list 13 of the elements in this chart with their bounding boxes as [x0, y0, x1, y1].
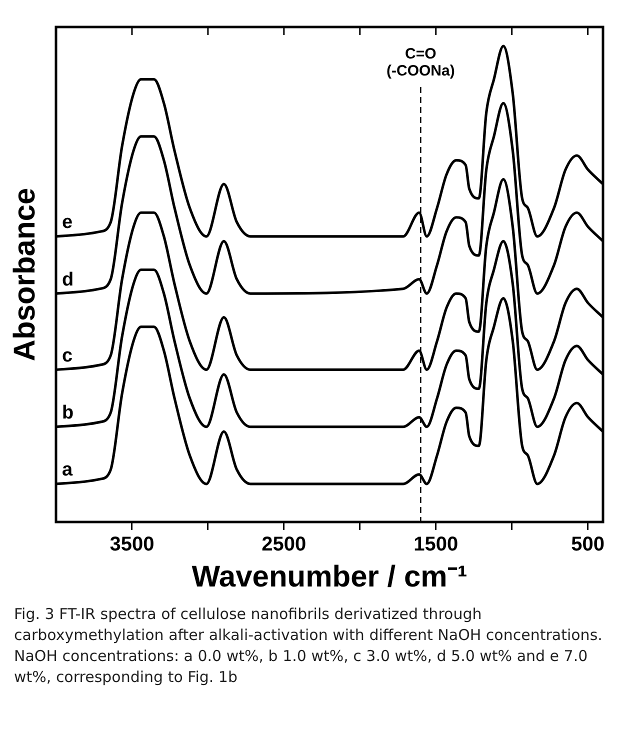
x-tick-label: 3500: [110, 534, 154, 556]
x-tick-label: 500: [571, 534, 604, 556]
series-label: c: [62, 345, 73, 366]
series-label: e: [62, 212, 73, 234]
ref-line-label: C=O (-COONa): [386, 46, 455, 80]
x-tick-label: 1500: [414, 534, 458, 556]
y-axis-title: Absorbance: [8, 188, 42, 362]
caption: Fig. 3 FT-IR spectra of cellulose nanofibrils derivatized through carboxymethylation after alkali-activation with different NaOH concentrations. NaOH concentrations: a 0.0 wt%, b 1.0 wt%, c 3.0 wt%, d 5.0 wt% and e 7.0 wt%, corresponding to Fig. 1b: [13, 604, 604, 688]
x-axis-title: Wavenumber / cm⁻¹: [192, 560, 468, 594]
series-label: a: [62, 460, 73, 481]
x-tick-label: 2500: [262, 534, 306, 556]
series-label: d: [62, 269, 74, 290]
series-label: b: [62, 402, 74, 424]
